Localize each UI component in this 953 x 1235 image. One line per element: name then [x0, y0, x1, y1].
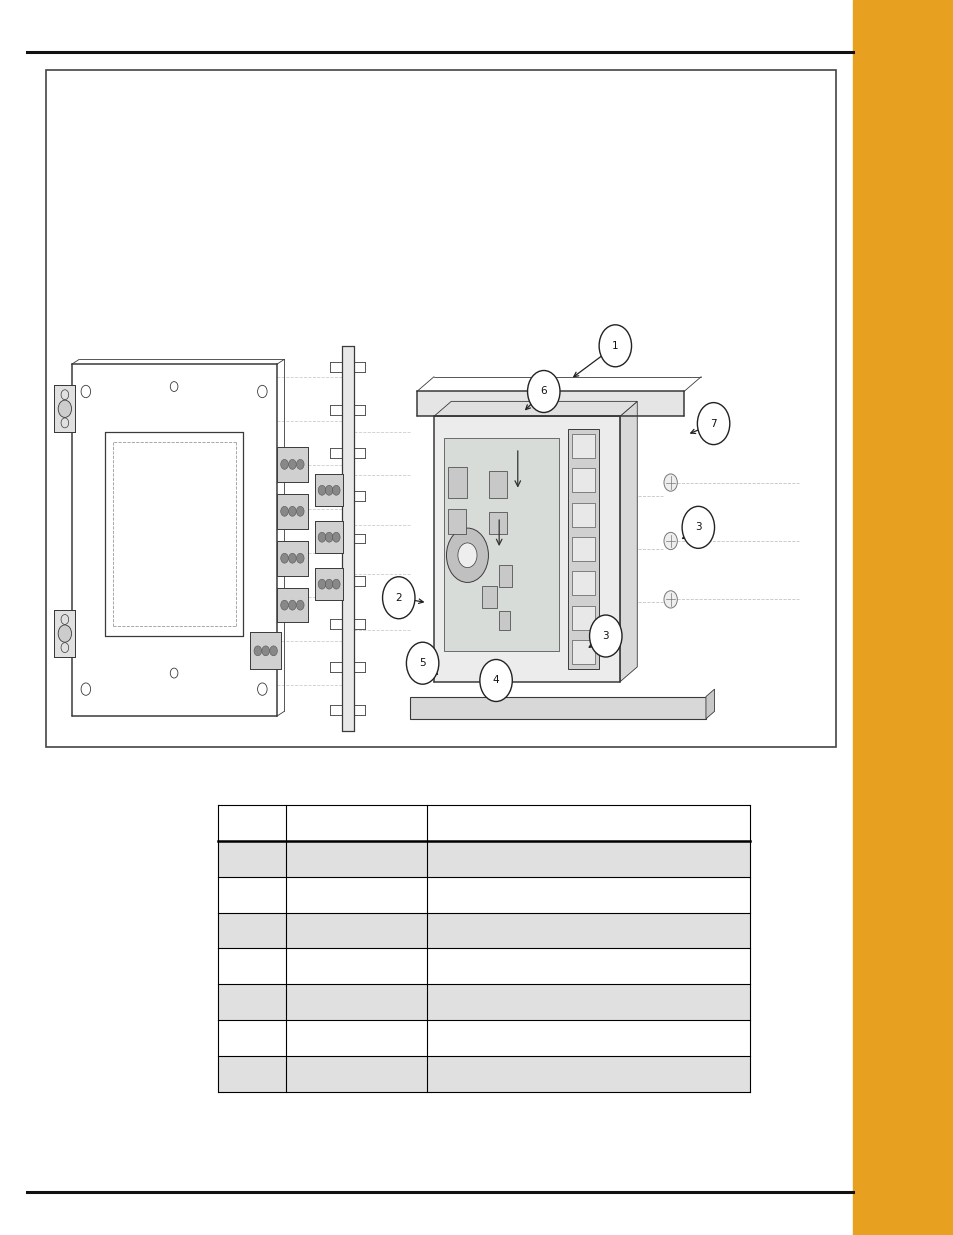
Bar	[481, 587, 497, 609]
Bar	[571, 537, 594, 561]
Circle shape	[296, 600, 304, 610]
Circle shape	[296, 459, 304, 469]
Circle shape	[296, 553, 304, 563]
Circle shape	[446, 529, 488, 583]
Circle shape	[325, 485, 333, 495]
Bar	[571, 503, 594, 526]
Circle shape	[697, 403, 729, 445]
Bar	[448, 509, 465, 534]
Bar	[217, 984, 749, 1020]
Bar	[571, 433, 594, 458]
Text: 3: 3	[695, 522, 700, 532]
Circle shape	[589, 615, 621, 657]
Bar	[341, 346, 354, 731]
Circle shape	[288, 553, 295, 563]
Text: 7: 7	[710, 419, 716, 429]
Bar	[46, 70, 835, 747]
Bar	[217, 805, 749, 841]
Circle shape	[598, 325, 631, 367]
Bar	[217, 948, 749, 984]
Bar	[314, 474, 343, 506]
Bar	[410, 697, 705, 719]
Circle shape	[333, 485, 339, 495]
Text: 6: 6	[540, 387, 546, 396]
Bar	[217, 913, 749, 948]
Circle shape	[270, 646, 277, 656]
Circle shape	[288, 506, 295, 516]
Bar	[314, 521, 343, 553]
Circle shape	[479, 659, 512, 701]
Circle shape	[406, 642, 438, 684]
Circle shape	[58, 625, 71, 642]
Circle shape	[253, 646, 261, 656]
Circle shape	[681, 506, 714, 548]
Circle shape	[325, 532, 333, 542]
Circle shape	[280, 459, 288, 469]
Circle shape	[288, 600, 295, 610]
Bar	[217, 1020, 749, 1056]
Circle shape	[318, 532, 325, 542]
Text: 5: 5	[419, 658, 425, 668]
Polygon shape	[705, 689, 714, 719]
Circle shape	[280, 553, 288, 563]
Bar	[276, 541, 308, 576]
Bar	[434, 416, 619, 682]
Bar	[498, 564, 512, 587]
Circle shape	[318, 579, 325, 589]
Circle shape	[333, 532, 339, 542]
Bar	[571, 468, 594, 493]
Bar	[54, 610, 75, 657]
Bar	[276, 494, 308, 529]
Bar	[416, 391, 683, 416]
Text: 4: 4	[493, 676, 498, 685]
Bar	[217, 841, 749, 877]
Circle shape	[325, 579, 333, 589]
Bar	[498, 611, 510, 630]
Circle shape	[318, 485, 325, 495]
Bar	[852, 0, 953, 1235]
Circle shape	[527, 370, 559, 412]
Bar	[276, 447, 308, 482]
Bar	[571, 640, 594, 664]
Circle shape	[663, 590, 677, 608]
Bar	[54, 385, 75, 432]
Bar	[571, 605, 594, 630]
Circle shape	[663, 532, 677, 550]
Bar	[448, 467, 467, 498]
Bar	[314, 568, 343, 600]
Text: 3: 3	[602, 631, 608, 641]
Circle shape	[288, 459, 295, 469]
Polygon shape	[434, 401, 637, 416]
Bar	[567, 429, 598, 669]
Bar	[217, 1056, 749, 1092]
Circle shape	[58, 400, 71, 417]
Bar	[276, 588, 308, 622]
Text: 2: 2	[395, 593, 401, 603]
Circle shape	[261, 646, 269, 656]
Circle shape	[280, 600, 288, 610]
Bar	[489, 471, 506, 498]
Circle shape	[382, 577, 415, 619]
Polygon shape	[619, 401, 637, 682]
Circle shape	[663, 474, 677, 492]
Circle shape	[333, 579, 339, 589]
Text: 1: 1	[612, 341, 618, 351]
Circle shape	[280, 506, 288, 516]
Circle shape	[457, 543, 476, 568]
Circle shape	[296, 506, 304, 516]
Bar	[571, 572, 594, 595]
Bar	[217, 877, 749, 913]
Bar	[489, 511, 506, 534]
Bar	[250, 632, 281, 669]
Bar	[443, 438, 558, 651]
